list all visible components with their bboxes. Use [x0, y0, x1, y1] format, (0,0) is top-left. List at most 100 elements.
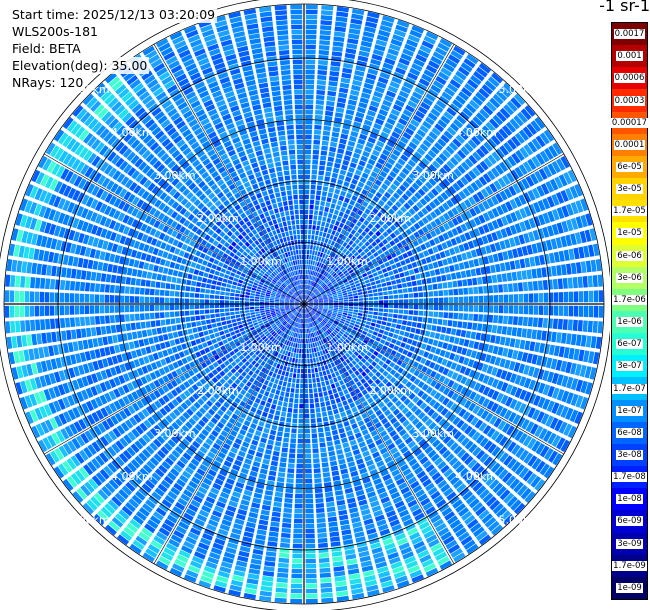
ppi-gate — [321, 140, 329, 146]
ppi-gate — [465, 123, 476, 134]
ppi-gate — [357, 106, 366, 114]
ppi-gate — [355, 536, 366, 543]
ppi-gate — [263, 427, 270, 434]
ppi-gate — [432, 283, 438, 290]
ppi-gate — [245, 485, 254, 492]
ppi-gate — [333, 274, 339, 279]
ppi-gate — [315, 266, 318, 272]
ppi-gate — [290, 433, 297, 439]
ppi-gate — [168, 538, 180, 548]
ppi-gate — [305, 289, 307, 295]
ppi-gate — [411, 321, 417, 328]
ppi-gate — [237, 477, 246, 484]
ppi-gate — [292, 316, 296, 321]
ppi-gate — [182, 452, 192, 461]
ppi-gate — [311, 310, 316, 314]
ppi-gate — [455, 464, 466, 474]
ppi-gate — [533, 293, 539, 303]
ppi-gate — [313, 315, 317, 319]
ppi-gate — [327, 410, 333, 416]
ppi-gate — [313, 388, 318, 393]
ppi-gate — [235, 386, 242, 393]
ppi-gate — [508, 360, 516, 371]
ppi-gate — [475, 163, 485, 174]
ppi-gate — [316, 85, 326, 90]
ppi-gate — [382, 15, 395, 23]
ppi-gate — [384, 352, 390, 358]
ppi-gate — [534, 170, 544, 183]
ppi-gate — [475, 505, 487, 517]
ppi-gate — [418, 521, 430, 530]
ppi-gate — [561, 205, 570, 218]
ppi-gate — [332, 236, 338, 242]
ppi-gate — [202, 570, 215, 579]
ppi-gate — [459, 201, 468, 211]
ppi-gate — [475, 530, 488, 542]
ppi-gate — [316, 513, 326, 518]
ppi-gate — [320, 401, 326, 407]
ppi-gate — [400, 446, 409, 454]
ppi-gate — [164, 356, 172, 364]
ppi-gate — [353, 377, 359, 383]
ppi-gate — [252, 339, 258, 345]
ppi-gate — [340, 468, 349, 475]
ppi-gate — [295, 306, 300, 309]
ppi-gate — [363, 417, 371, 424]
ppi-gate — [508, 294, 514, 303]
ppi-gate — [54, 415, 63, 427]
ppi-gate — [352, 449, 361, 456]
ppi-gate — [251, 366, 257, 372]
ppi-gate — [362, 31, 375, 38]
ppi-gate — [425, 567, 439, 577]
ppi-gate — [378, 136, 387, 144]
ppi-gate — [417, 188, 426, 197]
ppi-gate — [149, 382, 157, 391]
ppi-gate — [312, 154, 319, 160]
ppi-gate — [497, 252, 504, 262]
ppi-gate — [452, 74, 464, 85]
ppi-gate — [330, 362, 336, 368]
ppi-gate — [434, 332, 441, 340]
ppi-gate — [265, 556, 276, 562]
ppi-gate — [341, 260, 346, 265]
ppi-gate — [488, 295, 494, 303]
ppi-gate — [344, 425, 352, 432]
ppi-gate — [280, 457, 287, 463]
ppi-gate — [447, 281, 453, 288]
ppi-gate — [202, 477, 213, 486]
ppi-gate — [327, 156, 335, 162]
ppi-gate — [70, 473, 82, 485]
ppi-gate — [456, 254, 463, 262]
ppi-gate — [423, 563, 436, 573]
ppi-gate — [260, 437, 267, 444]
ppi-gate — [340, 328, 346, 333]
ppi-gate — [328, 521, 338, 527]
ppi-gate — [389, 327, 395, 333]
ppi-gate — [108, 430, 118, 441]
ppi-gate — [308, 300, 313, 303]
ppi-gate — [415, 434, 424, 443]
ppi-gate — [192, 392, 200, 400]
ppi-gate — [197, 398, 205, 406]
ppi-gate — [345, 250, 351, 256]
ppi-gate — [260, 585, 273, 592]
ppi-gate — [327, 239, 332, 245]
ppi-gate — [220, 447, 229, 455]
ppi-gate — [276, 321, 281, 326]
ppi-gate — [282, 381, 287, 387]
ppi-gate — [556, 222, 564, 234]
ppi-gate — [311, 293, 315, 298]
ppi-gate — [310, 293, 315, 297]
ppi-gate — [514, 374, 522, 385]
ppi-gate — [342, 290, 347, 294]
ppi-gate — [112, 475, 123, 487]
ppi-gate — [226, 397, 233, 405]
ppi-gate — [171, 449, 181, 459]
ppi-gate — [522, 161, 533, 173]
ppi-gate — [285, 488, 294, 494]
ppi-gate — [397, 375, 405, 382]
ppi-gate — [407, 159, 416, 168]
ppi-gate — [527, 141, 538, 153]
ppi-gate — [201, 416, 209, 424]
ppi-gate — [281, 527, 291, 533]
